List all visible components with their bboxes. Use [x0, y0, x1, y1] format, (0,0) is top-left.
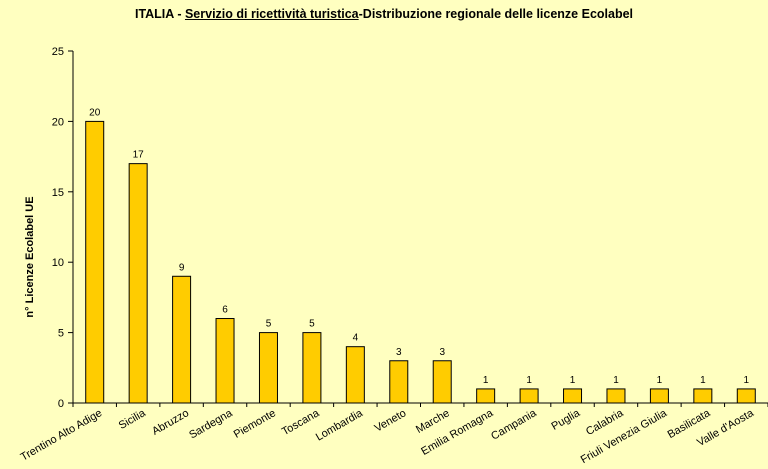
- bar: [215, 318, 235, 404]
- category-label: Veneto: [373, 407, 409, 435]
- data-label: 1: [526, 375, 532, 386]
- data-label: 6: [222, 305, 228, 316]
- bar: [432, 360, 452, 404]
- data-label: 5: [266, 319, 272, 330]
- y-tick-label: 15: [52, 187, 64, 199]
- bar: [476, 388, 496, 404]
- bar: [736, 388, 756, 404]
- data-label: 17: [133, 150, 145, 161]
- chart-title-suffix: -Distribuzione regionale delle licenze E…: [358, 7, 634, 21]
- y-tick-label: 0: [58, 398, 64, 410]
- data-label: 1: [744, 375, 750, 386]
- data-label: 1: [700, 375, 706, 386]
- bar: [85, 120, 105, 404]
- y-tick-label: 20: [52, 116, 64, 128]
- bars: [85, 120, 756, 404]
- category-label: Emilia Romagna: [419, 407, 496, 458]
- category-label: Trentino Alto Adige: [19, 407, 105, 463]
- data-label: 3: [439, 347, 445, 358]
- y-tick-label: 25: [52, 46, 64, 58]
- data-label: 3: [396, 347, 402, 358]
- bar: [693, 388, 713, 404]
- category-labels: Trentino Alto Adige Sicilia AbruzzoSardegn…: [19, 407, 757, 466]
- category-label: Puglia: [550, 407, 583, 433]
- bar: [649, 388, 669, 404]
- bar: [128, 163, 148, 404]
- data-label: 20: [89, 107, 101, 118]
- data-label: 1: [613, 375, 619, 386]
- data-label: 4: [353, 333, 359, 344]
- data-label: 1: [483, 375, 489, 386]
- bar: [563, 388, 583, 404]
- category-label: Sardegna: [187, 407, 235, 442]
- data-labels: 20 17 9 6 5 5 4 3 3 1 1 1 1 1 1 1: [89, 107, 749, 386]
- data-label: 1: [657, 375, 663, 386]
- bar: [389, 360, 409, 404]
- category-label: Abruzzo: [150, 407, 191, 438]
- bar: [172, 275, 192, 404]
- chart-title: ITALIA - Servizio di ricettività turisti…: [0, 7, 768, 21]
- data-label: 5: [309, 319, 315, 330]
- bar: [345, 346, 365, 404]
- category-label: Piemonte: [232, 407, 278, 441]
- y-axis-label: n° Licenze Ecolabel UE: [24, 196, 36, 317]
- bar: [519, 388, 539, 404]
- category-label: Campania: [489, 407, 539, 443]
- bar: [606, 388, 626, 404]
- chart-title-underlined: Servizio di ricettività turistica: [184, 7, 359, 21]
- category-label: Lombardia: [314, 407, 366, 444]
- bar: [302, 332, 322, 404]
- data-label: 9: [179, 262, 185, 273]
- data-label: 1: [570, 375, 576, 386]
- x-axis: [72, 402, 768, 407]
- category-label: Sicilia: [117, 407, 149, 432]
- bar: [258, 332, 278, 404]
- y-axis: 0 5 10 15 20 25: [52, 46, 74, 410]
- y-tick-label: 5: [58, 328, 64, 340]
- chart-title-prefix: ITALIA -: [134, 7, 185, 21]
- y-tick-label: 10: [52, 257, 64, 269]
